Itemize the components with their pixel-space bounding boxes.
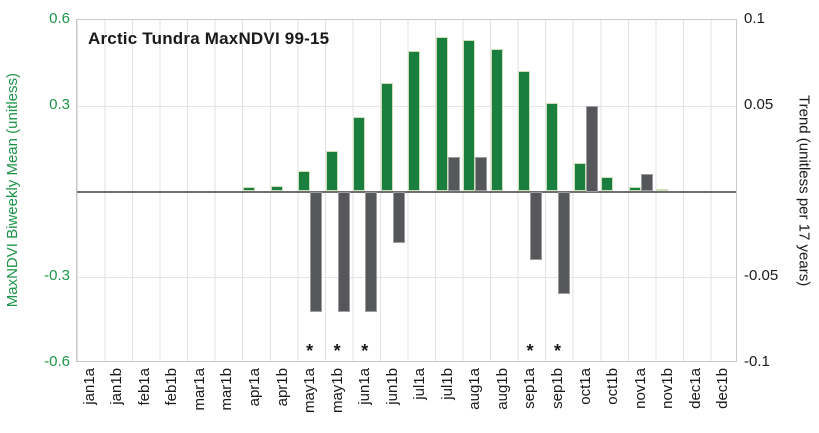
x-tick-sep1b: sep1b xyxy=(548,368,566,409)
bar-maxndvi-may1a xyxy=(298,171,311,192)
right-y-tick-0.1: 0.1 xyxy=(744,10,765,27)
x-tick-jul1b: jul1b xyxy=(438,368,456,400)
bar-maxndvi-aug1a xyxy=(463,40,476,192)
right-y-tick--0.1: -0.1 xyxy=(744,353,770,370)
bar-maxndvi-sep1b xyxy=(545,102,558,192)
x-tick-dec1b: dec1b xyxy=(714,368,732,409)
x-tick-feb1a: feb1a xyxy=(135,368,153,406)
significance-asterisk-sep1a: * xyxy=(526,341,534,361)
x-tick-mar1a: mar1a xyxy=(190,368,208,411)
plot-area: Arctic Tundra MaxNDVI 99-15 * * * * * xyxy=(76,19,737,362)
bar-maxndvi-oct1b xyxy=(601,177,614,192)
left-y-tick--0.3: -0.3 xyxy=(44,267,70,285)
bar-trend-oct1a xyxy=(585,105,598,192)
bar-maxndvi-apr1b xyxy=(270,185,283,192)
x-tick-sep1a: sep1a xyxy=(521,368,539,409)
left-y-tick-0.3: 0.3 xyxy=(49,95,70,113)
x-tick-may1b: may1b xyxy=(328,368,346,414)
bar-maxndvi-oct1a xyxy=(573,162,586,192)
right-y-tick--0.05: -0.05 xyxy=(744,267,779,285)
right-y-tick-0.05: 0.05 xyxy=(744,95,774,113)
x-tick-may1a: may1a xyxy=(301,368,319,414)
bar-trend-jun1a xyxy=(365,191,378,312)
bar-trend-jun1b xyxy=(392,191,405,243)
gridline--0.3 xyxy=(77,277,736,279)
x-tick-apr1a: apr1a xyxy=(246,368,264,407)
bar-maxndvi-aug1b xyxy=(490,48,503,192)
left-axis-title: MaxNDVI Biweekly Mean (unitless) xyxy=(2,19,22,362)
bar-maxndvi-sep1a xyxy=(518,71,531,192)
significance-asterisk-jun1a: * xyxy=(361,341,369,361)
x-tick-jun1a: jun1a xyxy=(356,368,374,405)
bar-maxndvi-may1b xyxy=(325,151,338,192)
bar-maxndvi-nov1b xyxy=(656,188,669,192)
bar-trend-jul1b xyxy=(447,157,460,192)
left-y-tick--0.6: -0.6 xyxy=(44,353,70,370)
x-tick-nov1a: nov1a xyxy=(631,368,649,409)
bar-trend-sep1b xyxy=(557,191,570,295)
x-tick-apr1b: apr1b xyxy=(273,368,291,407)
bar-maxndvi-nov1a xyxy=(628,187,641,192)
significance-asterisk-sep1b: * xyxy=(553,341,561,361)
right-axis-title: Trend (unitless per 17 years) xyxy=(793,19,815,362)
x-tick-aug1b: aug1b xyxy=(493,368,511,410)
chart-title: Arctic Tundra MaxNDVI 99-15 xyxy=(88,29,330,48)
x-tick-dec1a: dec1a xyxy=(686,368,704,409)
x-tick-aug1a: aug1a xyxy=(466,368,484,410)
left-y-tick-0.6: 0.6 xyxy=(49,10,70,27)
x-tick-oct1b: oct1b xyxy=(604,368,622,405)
bar-trend-nov1a xyxy=(640,174,653,192)
bar-maxndvi-jul1a xyxy=(408,51,421,192)
zero-line xyxy=(77,190,736,193)
bar-maxndvi-jul1b xyxy=(435,37,448,192)
significance-asterisk-may1a: * xyxy=(306,341,314,361)
bar-maxndvi-jun1a xyxy=(353,117,366,192)
bar-trend-sep1a xyxy=(530,191,543,261)
x-tick-mar1b: mar1b xyxy=(218,368,236,411)
x-tick-jul1a: jul1a xyxy=(411,368,429,400)
bar-trend-may1a xyxy=(310,191,323,312)
x-tick-nov1b: nov1b xyxy=(659,368,677,409)
x-tick-oct1a: oct1a xyxy=(576,368,594,405)
x-tick-jan1a: jan1a xyxy=(80,368,98,405)
significance-asterisk-may1b: * xyxy=(333,341,341,361)
gridline-0.3 xyxy=(77,105,736,107)
x-tick-jan1b: jan1b xyxy=(108,368,126,405)
bar-trend-may1b xyxy=(337,191,350,312)
bar-maxndvi-apr1a xyxy=(243,187,256,192)
x-tick-jun1b: jun1b xyxy=(383,368,401,405)
bar-maxndvi-jun1b xyxy=(380,82,393,192)
x-tick-feb1b: feb1b xyxy=(163,368,181,406)
bar-trend-aug1a xyxy=(475,157,488,192)
right-axis-title-text: Trend (unitless per 17 years) xyxy=(795,94,813,287)
